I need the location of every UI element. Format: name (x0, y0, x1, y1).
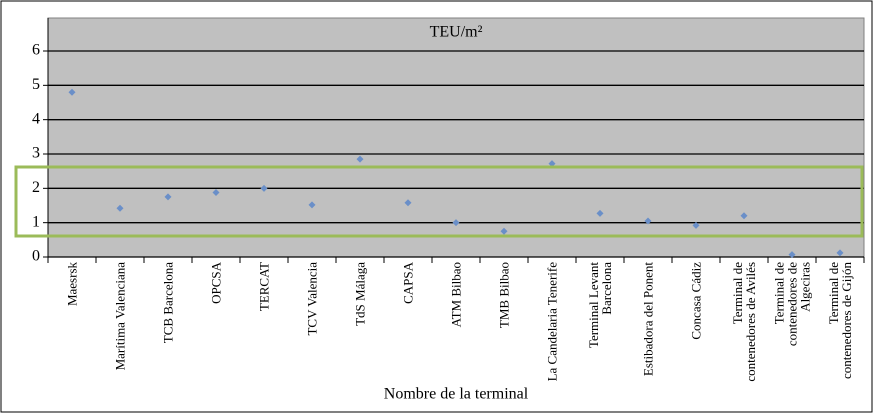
x-tick-label: TERCAT (256, 262, 272, 312)
x-tick-label: CAPSA (400, 262, 416, 304)
x-tick-label: TdS Málaga (352, 262, 368, 326)
point (644, 217, 652, 225)
x-tick-label: Concasa Cádiz (688, 262, 704, 340)
x-tick-label: Terminal de contenedores de Algeciras (771, 262, 813, 347)
point (356, 155, 364, 163)
point (452, 219, 460, 227)
x-tick-label: Marítima Valenciana (112, 262, 128, 371)
point (260, 184, 268, 192)
x-tick-label: Maesrsk (64, 262, 80, 307)
point (212, 188, 220, 196)
y-tick-label: 1 (32, 213, 40, 230)
y-tick-label: 3 (32, 145, 40, 162)
chart-title: TEU/m² (430, 24, 483, 41)
point (68, 88, 76, 96)
x-axis-title: Nombre de la terminal (384, 386, 529, 403)
point (596, 209, 604, 217)
point (788, 251, 796, 259)
y-tick-label: 5 (32, 76, 40, 93)
x-tick-label: ATM Bilbao (448, 262, 464, 328)
point (548, 160, 556, 168)
point (404, 199, 412, 207)
x-tick-label: Terminal Levant Barcelona (586, 262, 614, 349)
x-tick-label: Estibadora del Ponent (640, 262, 656, 377)
point (116, 204, 124, 212)
y-tick-label: 2 (32, 179, 40, 196)
point (692, 221, 700, 229)
x-tick-label: OPCSA (208, 262, 224, 304)
x-tick-label: La Candelaria Tenerife (544, 262, 560, 382)
point (740, 212, 748, 220)
point (836, 249, 844, 257)
x-tick-label: TCB Barcelona (160, 262, 176, 344)
point (500, 227, 508, 235)
x-tick-label: TMB Bilbao (496, 262, 512, 329)
y-tick-label: 4 (32, 110, 40, 127)
y-tick-label: 0 (32, 248, 40, 265)
grid (43, 18, 865, 263)
y-tick-label: 6 (32, 42, 40, 59)
point (164, 193, 172, 201)
highlight-box (14, 165, 864, 238)
x-tick-label: Terminal de contenedores de Avilés (730, 262, 758, 382)
point (308, 201, 316, 209)
marks (68, 88, 844, 259)
x-tick-label: Terminal de contenedores de Gijón (826, 262, 854, 379)
x-tick-label: TCV Valencia (304, 262, 320, 336)
plot-area (47, 17, 865, 258)
